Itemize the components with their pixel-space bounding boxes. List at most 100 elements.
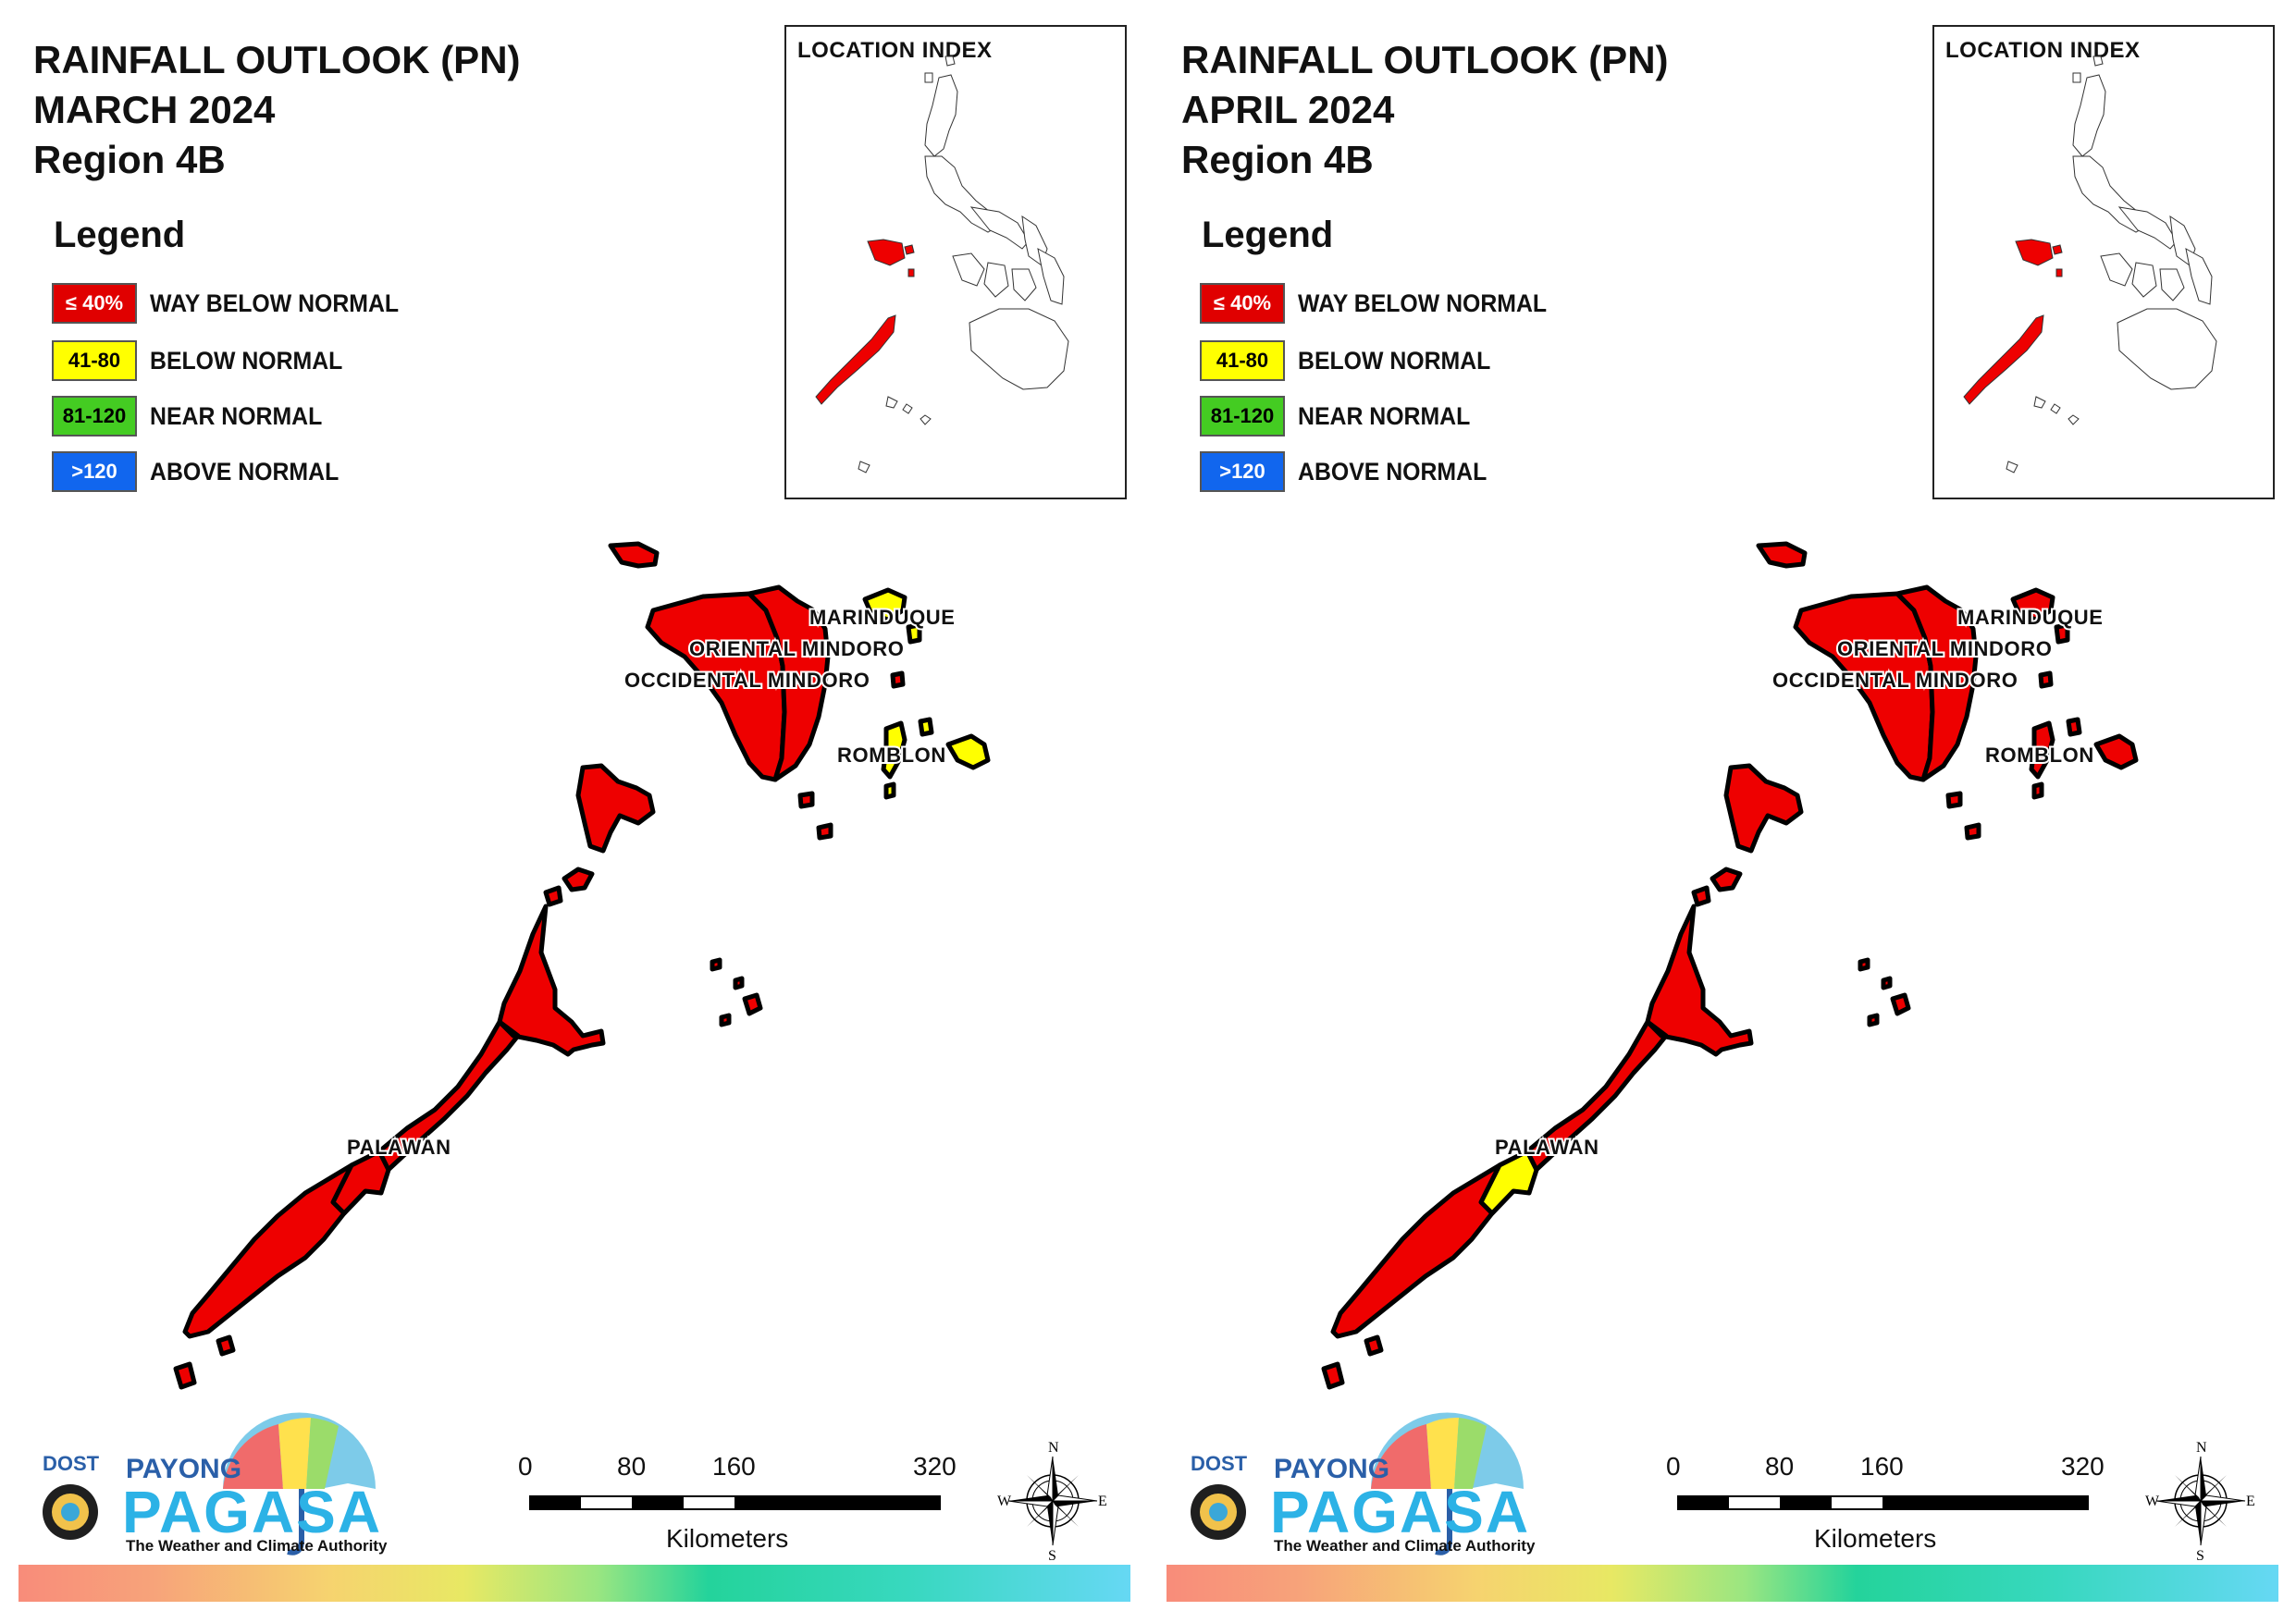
islet [816,822,833,841]
label-occidental-mindoro: OCCIDENTAL MINDORO [624,669,870,692]
label-palawan: PALAWAN [1495,1136,1599,1159]
scale-bar: 0 80 160 320 Kilometers [1666,1452,2110,1563]
calamian-islands [575,763,656,854]
legend-swatch: >120 [52,451,137,492]
title-line-2: MARCH 2024 [33,88,276,131]
title-line-3: Region 4B [33,138,226,181]
islet [1710,867,1743,892]
cuyo-islands [1890,992,1911,1016]
province-romblon-sibuyan [2093,733,2139,770]
legend-swatch: ≤ 40% [52,283,137,324]
label-palawan: PALAWAN [347,1136,451,1159]
scale-tick-160: 160 [1860,1452,1904,1481]
cuyo-islands [733,976,745,990]
legend-swatch: >120 [1200,451,1285,492]
legend-swatch: ≤ 40% [1200,283,1285,324]
label-romblon: ROMBLON [1985,744,2094,767]
marinduque-south [906,622,922,645]
label-marinduque: MARINDUQUE [1957,606,2104,629]
legend-label: BELOW NORMAL [1298,346,1491,375]
footer-gradient-bar [19,1565,1130,1602]
cuyo-islands [1858,957,1870,972]
compass-n: N [2196,1440,2207,1456]
province-romblon-south [2031,781,2044,800]
province-romblon-small [918,717,934,737]
scale-bar-graphic [529,1495,941,1510]
logo-tagline: The Weather and Climate Authority [126,1537,388,1555]
logo-dost: DOST [1191,1452,1248,1475]
compass-w: W [997,1494,1012,1509]
compass-rose-icon: N E S W [997,1440,1107,1564]
scale-bar-graphic [1677,1495,2089,1510]
outlook-panel: RAINFALL OUTLOOK (PN) MARCH 2024 Region … [19,25,1130,1602]
lubang-island [608,541,660,569]
legend-label: ABOVE NORMAL [150,457,339,486]
payong-pagasa-logo: DOST PAYONG PAGASA The Weather and Clima… [1181,1387,1542,1572]
cuyo-islands [719,1013,732,1027]
marinduque-south [2054,622,2070,645]
legend-item-way-below: ≤ 40% WAY BELOW NORMAL [1200,282,1569,325]
compass-rose-icon: N E S W [2145,1440,2255,1564]
scale-tick-80: 80 [617,1452,647,1481]
label-occidental-mindoro: OCCIDENTAL MINDORO [1772,669,2018,692]
pagasa-umbrella-icon [1191,1412,1524,1555]
legend-item-below: 41-80 BELOW NORMAL [52,339,359,382]
payong-pagasa-logo: DOST PAYONG PAGASA The Weather and Clima… [33,1387,394,1572]
compass-n: N [1048,1440,1059,1456]
title-line-3: Region 4B [1181,138,1374,181]
islet [543,885,563,907]
legend-label: ABOVE NORMAL [1298,457,1487,486]
palawan-south-tip [216,1334,236,1357]
province-romblon-tablas [881,720,907,780]
islet [1945,791,1963,809]
legend-item-below: 41-80 BELOW NORMAL [1200,339,1507,382]
legend-label: NEAR NORMAL [150,401,323,430]
logo-tagline: The Weather and Climate Authority [1274,1537,1536,1555]
province-romblon-small [2066,717,2082,737]
scale-bar: 0 80 160 320 Kilometers [518,1452,962,1563]
title-line-1: RAINFALL OUTLOOK (PN) [33,38,521,81]
legend-heading: Legend [1202,215,1334,255]
label-oriental-mindoro: ORIENTAL MINDORO [689,637,904,660]
scale-unit: Kilometers [1814,1524,1937,1553]
palawan-central-patch [1478,1149,1539,1216]
legend-item-near: 81-120 NEAR NORMAL [52,395,338,437]
province-oriental-mindoro [1895,584,1979,782]
logo-pagasa: PAGASA [1270,1479,1531,1545]
region-4b-map: MARINDUQUE ORIENTAL MINDORO OCCIDENTAL M… [173,541,991,1390]
compass-s: S [2196,1548,2204,1563]
legend-label: WAY BELOW NORMAL [150,289,400,317]
palawan-central-patch [330,1149,391,1216]
islet [2038,670,2054,689]
legend-swatch: 81-120 [52,396,137,436]
legend-item-above: >120 ABOVE NORMAL [52,450,355,493]
scale-tick-160: 160 [712,1452,756,1481]
scale-tick-0: 0 [518,1452,533,1481]
palawan-south-tip [1364,1334,1384,1357]
logo-dost: DOST [43,1452,100,1475]
province-romblon-tablas [2029,720,2055,780]
calamian-islands [1723,763,1804,854]
province-romblon-sibuyan [945,733,991,770]
location-index-inset: LOCATION INDEX [1932,25,2275,499]
compass-w: W [2145,1494,2160,1509]
province-palawan [182,904,606,1339]
islet [1691,885,1711,907]
legend-label: NEAR NORMAL [1298,401,1471,430]
legend-label: BELOW NORMAL [150,346,343,375]
map-title: RAINFALL OUTLOOK (PN) APRIL 2024 Region … [1181,35,1669,185]
pagasa-umbrella-icon [43,1412,376,1555]
scale-unit: Kilometers [666,1524,789,1553]
logo-payong: PAYONG [1274,1454,1390,1484]
legend-item-near: 81-120 NEAR NORMAL [1200,395,1486,437]
legend-swatch: 41-80 [1200,340,1285,381]
compass-e: E [1098,1494,1107,1509]
title-line-2: APRIL 2024 [1181,88,1395,131]
scale-tick-80: 80 [1765,1452,1795,1481]
legend-swatch: 41-80 [52,340,137,381]
label-marinduque: MARINDUQUE [809,606,956,629]
title-line-1: RAINFALL OUTLOOK (PN) [1181,38,1669,81]
balabac-island [1321,1361,1345,1390]
north-arrow: N E S W [2145,1438,2256,1564]
province-oriental-mindoro [747,584,831,782]
